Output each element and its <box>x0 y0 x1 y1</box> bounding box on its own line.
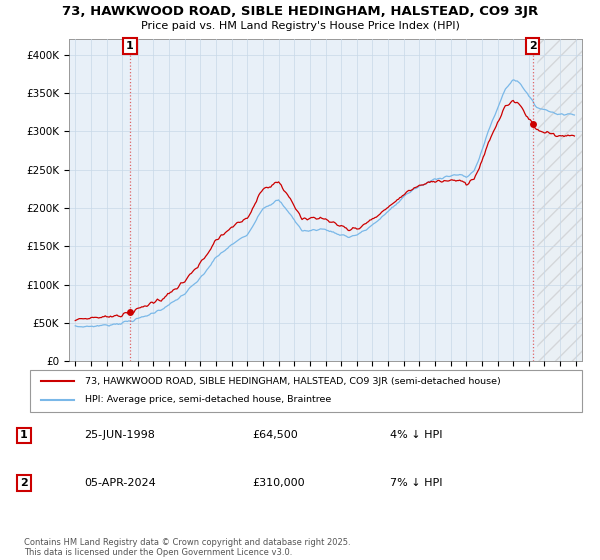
Text: 1: 1 <box>20 430 28 440</box>
Text: HPI: Average price, semi-detached house, Braintree: HPI: Average price, semi-detached house,… <box>85 395 331 404</box>
Text: Price paid vs. HM Land Registry's House Price Index (HPI): Price paid vs. HM Land Registry's House … <box>140 21 460 31</box>
Text: 05-APR-2024: 05-APR-2024 <box>84 478 156 488</box>
FancyBboxPatch shape <box>30 370 582 412</box>
Text: £310,000: £310,000 <box>252 478 305 488</box>
Text: 25-JUN-1998: 25-JUN-1998 <box>84 430 155 440</box>
Text: Contains HM Land Registry data © Crown copyright and database right 2025.
This d: Contains HM Land Registry data © Crown c… <box>24 538 350 557</box>
Text: 1: 1 <box>126 41 134 51</box>
Text: 2: 2 <box>529 41 536 51</box>
Bar <box>536 39 584 361</box>
Text: 73, HAWKWOOD ROAD, SIBLE HEDINGHAM, HALSTEAD, CO9 3JR (semi-detached house): 73, HAWKWOOD ROAD, SIBLE HEDINGHAM, HALS… <box>85 377 501 386</box>
Text: 2: 2 <box>20 478 28 488</box>
Text: 7% ↓ HPI: 7% ↓ HPI <box>390 478 443 488</box>
Text: 73, HAWKWOOD ROAD, SIBLE HEDINGHAM, HALSTEAD, CO9 3JR: 73, HAWKWOOD ROAD, SIBLE HEDINGHAM, HALS… <box>62 6 538 18</box>
Text: 4% ↓ HPI: 4% ↓ HPI <box>390 430 443 440</box>
Text: £64,500: £64,500 <box>252 430 298 440</box>
